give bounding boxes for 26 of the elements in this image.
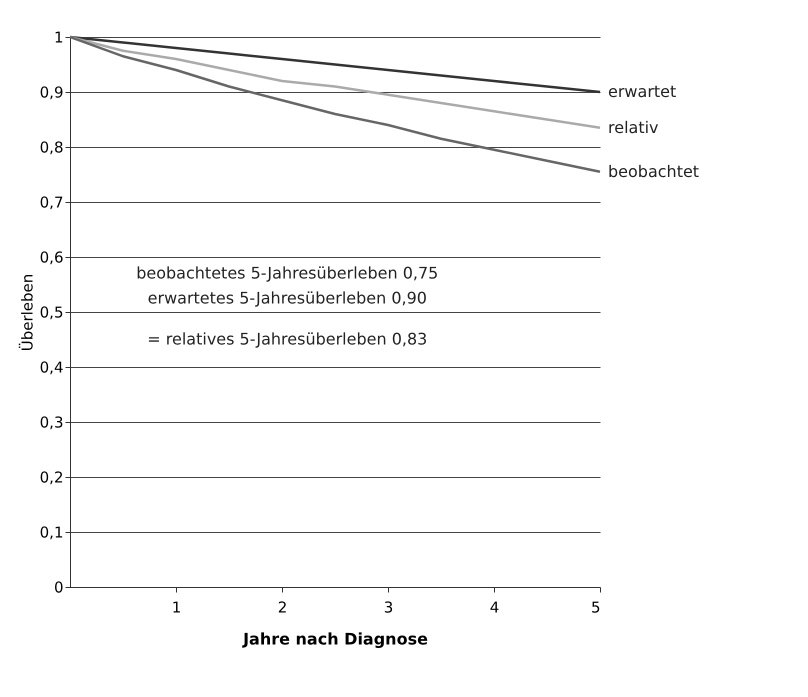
y-tick-label: 0,3: [40, 414, 64, 432]
line-series: [68, 36, 602, 173]
y-tick-label: 0,8: [40, 138, 64, 156]
y-axis-title: Überleben: [18, 274, 37, 352]
series-label: relativ: [608, 118, 659, 137]
y-tick-label: 0,4: [40, 358, 64, 376]
y-tick-label: 0,1: [40, 524, 64, 542]
x-tick-label: 3: [384, 598, 394, 616]
annotation: erwartetes 5-Jahresüberleben 0,90: [148, 288, 427, 308]
y-tick-label: 0,7: [40, 194, 64, 212]
y-tick-label: 0,6: [40, 248, 64, 266]
y-tick-label: 0,5: [40, 304, 64, 322]
y-tick-label: 0,2: [40, 468, 64, 486]
line-series: [68, 36, 602, 129]
y-tick-label: 1: [54, 28, 64, 46]
series-label: beobachtet: [608, 162, 700, 181]
x-tick-label: 4: [490, 598, 500, 616]
x-tick-label: 1: [172, 598, 182, 616]
annotation: = relatives 5-Jahresüberleben 0,83: [147, 330, 428, 348]
x-tick-label: 2: [278, 598, 288, 616]
annotation: beobachtetes 5-Jahresüberleben 0,75: [136, 264, 438, 282]
x-axis-title: Jahre nach Diagnose: [242, 630, 428, 648]
y-tick-label: 0,9: [40, 84, 64, 102]
x-tick-label: 5: [590, 598, 600, 616]
y-tick-label: 0: [54, 578, 64, 596]
series-label: erwartet: [608, 82, 676, 101]
